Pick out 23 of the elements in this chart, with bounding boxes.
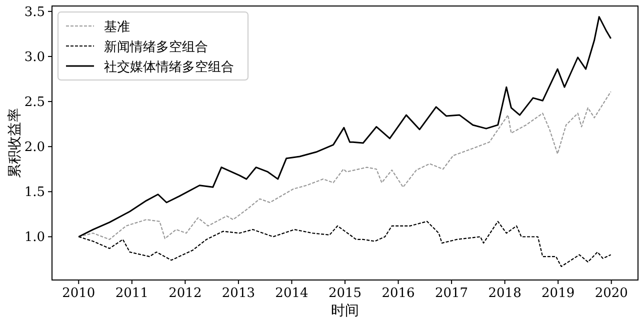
y-axis-title: 累积收益率	[7, 108, 23, 178]
x-tick-label: 2017	[435, 286, 468, 301]
y-tick-label: 1.5	[24, 185, 45, 200]
y-tick-label: 2.0	[24, 140, 45, 156]
x-tick-label: 2020	[594, 286, 628, 301]
x-tick-label: 2011	[115, 286, 148, 301]
y-tick-label: 3.0	[24, 50, 45, 65]
x-tick-label: 2018	[488, 286, 522, 301]
y-tick-label: 2.5	[24, 95, 45, 110]
x-tick-label: 2016	[382, 286, 415, 301]
x-tick-label: 2019	[542, 286, 575, 301]
x-axis-title: 时间	[331, 303, 359, 319]
x-tick-label: 2013	[222, 286, 255, 301]
y-tick-label: 1.0	[24, 230, 45, 246]
x-tick-label: 2014	[275, 286, 308, 301]
legend-label: 新闻情绪多空组合	[104, 40, 208, 55]
line-series	[78, 91, 612, 240]
legend-label: 社交媒体情绪多空组合	[104, 59, 234, 75]
x-tick-label: 2012	[168, 286, 202, 301]
y-tick-label: 3.5	[24, 4, 45, 20]
legend-label: 基准	[104, 20, 130, 35]
x-tick-label: 2015	[328, 286, 362, 301]
x-tick-label: 2010	[62, 286, 96, 301]
